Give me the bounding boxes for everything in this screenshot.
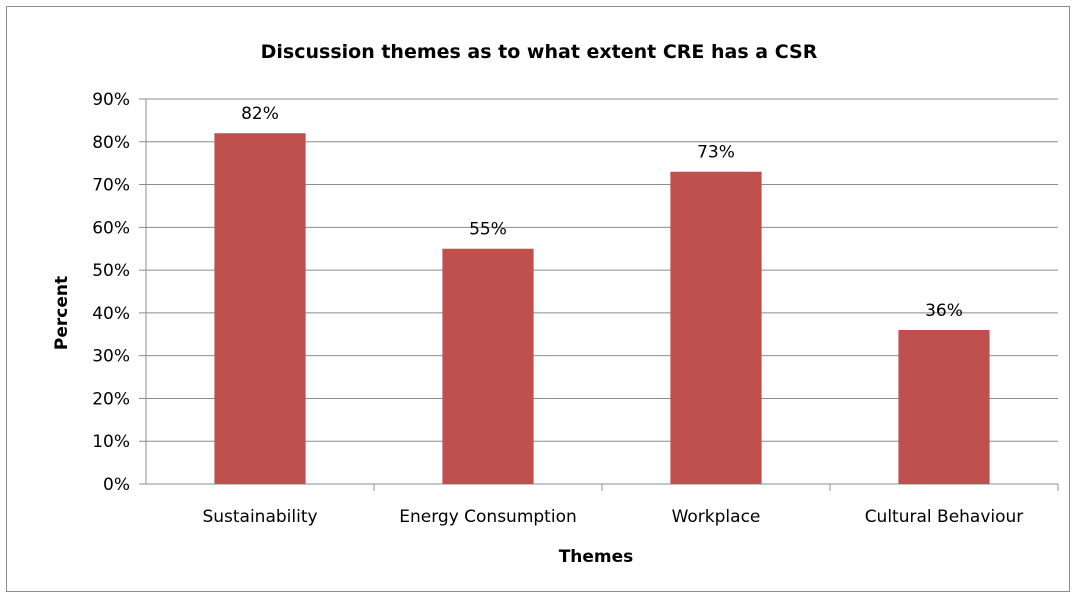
data-labels: 82% 55% 73% 36% (241, 104, 963, 321)
x-tick-label: Energy Consumption (399, 507, 577, 527)
bars (214, 133, 990, 484)
y-tick-label: 20% (92, 389, 130, 409)
chart-title: Discussion themes as to what extent CRE … (261, 41, 818, 63)
y-tick-label: 70% (92, 176, 130, 196)
bar-energy-consumption (442, 248, 534, 484)
y-tick-label: 40% (92, 304, 130, 324)
y-tick-label: 10% (92, 432, 130, 452)
y-tick-labels: 0% 10% 20% 30% 40% 50% 60% 70% 80% 90% (92, 90, 130, 495)
y-tick-label: 90% (92, 90, 130, 110)
y-axis-title: Percent (52, 276, 72, 350)
y-tick-label: 30% (92, 347, 130, 367)
y-tick-label: 80% (92, 133, 130, 153)
data-label: 82% (241, 104, 279, 124)
bar-cultural-behaviour (898, 330, 990, 484)
x-axis-title: Themes (559, 547, 634, 567)
x-tick-label: Workplace (672, 507, 761, 527)
data-label: 55% (469, 220, 507, 240)
data-label: 36% (925, 301, 963, 321)
y-tick-label: 0% (103, 475, 130, 495)
x-tick-label: Cultural Behaviour (865, 507, 1024, 527)
x-tick-label: Sustainability (202, 507, 317, 527)
y-tick-label: 60% (92, 218, 130, 238)
chart-frame (6, 6, 1070, 592)
y-tick-label: 50% (92, 261, 130, 281)
data-label: 73% (697, 143, 735, 163)
x-tick-labels: Sustainability Energy Consumption Workplac… (202, 507, 1023, 527)
bar-workplace (670, 171, 762, 484)
bar-sustainability (214, 133, 306, 484)
